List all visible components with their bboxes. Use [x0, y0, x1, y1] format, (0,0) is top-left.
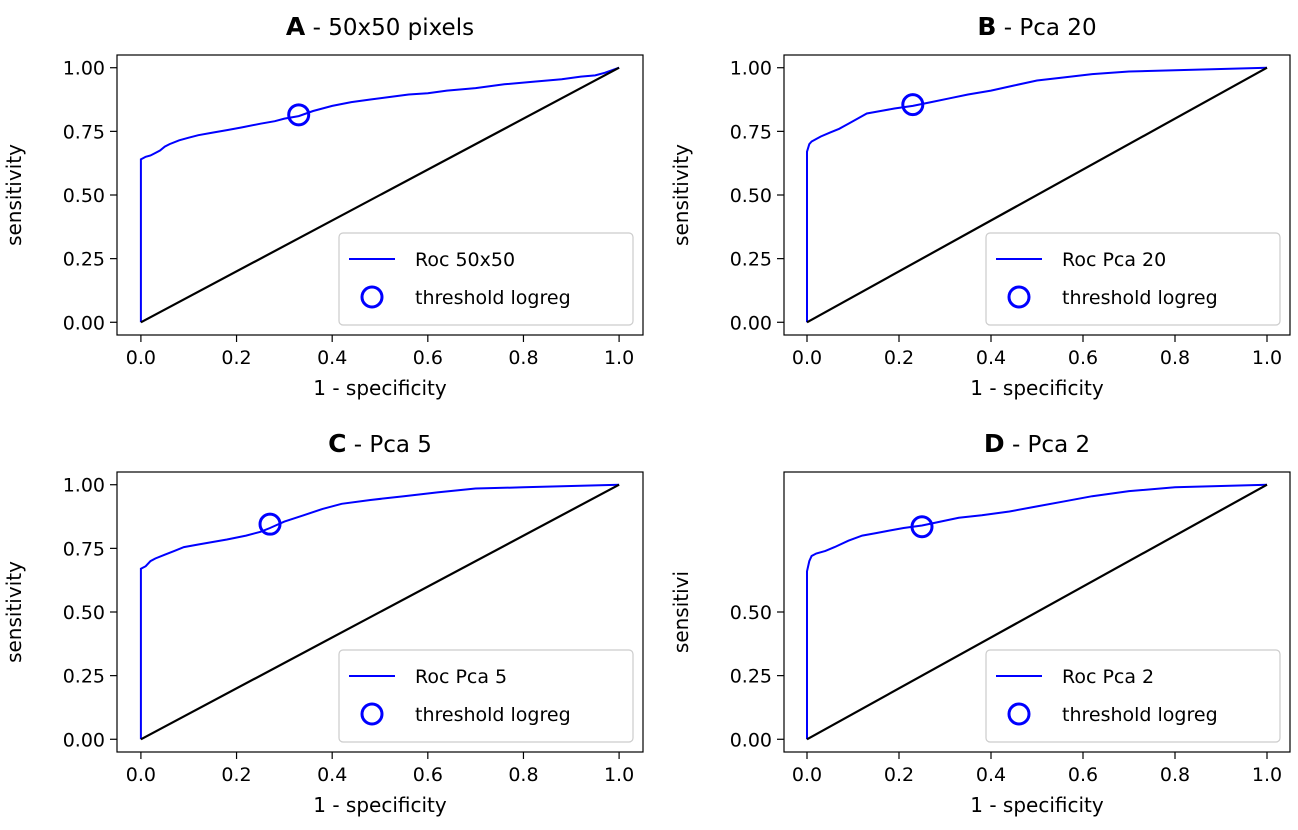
x-tick-label-b: 0.2 — [884, 347, 914, 369]
x-axis-label-a: 1 - specificity — [313, 376, 447, 400]
y-tick-label-b: 0.75 — [730, 121, 772, 143]
diagonal-line-c — [140, 483, 620, 741]
diagonal-line-b — [806, 66, 1268, 324]
x-tick-label-d: 1.0 — [1252, 764, 1282, 786]
x-tick-label-c: 0.6 — [413, 764, 443, 786]
legend-label-roc-pca-20-b: Roc Pca 20 — [1062, 249, 1166, 271]
panel-letter-b: B — [977, 12, 996, 41]
x-tick-label-c: 0.8 — [508, 764, 538, 786]
x-axis-label-d: 1 - specificity — [970, 793, 1104, 817]
x-tick-label-a: 0.4 — [317, 347, 347, 369]
threshold-marker-a — [287, 103, 311, 127]
x-tick-label-a: 0.2 — [221, 347, 251, 369]
panel-title-a: A - 50x50 pixels — [286, 12, 474, 41]
x-tick-label-c: 0.2 — [221, 764, 251, 786]
y-tick-label-a: 1.00 — [63, 58, 105, 80]
panel-b: 0.0 0.2 0.4 0.6 0.8 1.0 0.00 0.25 0.50 0.75 1.00 1 … — [669, 12, 1291, 400]
y-axis-label-b: sensitivity — [669, 144, 693, 246]
x-tick-label-c: 0.4 — [317, 764, 347, 786]
legend-box-b — [985, 232, 1281, 326]
legend-d: Roc Pca 2 threshold logreg — [985, 649, 1281, 743]
panel-title-c: C - Pca 5 — [328, 429, 432, 458]
y-tick-label-b: 0.50 — [730, 185, 772, 207]
x-tick-label-b: 0.4 — [976, 347, 1006, 369]
panel-title-text-c: - Pca 5 — [346, 432, 431, 458]
panel-letter-d: D — [984, 429, 1005, 458]
y-tick-label-c: 1.00 — [63, 475, 105, 497]
panel-a: 0.0 0.2 0.4 0.6 0.8 1.0 0.00 0.25 0.50 0.75 1.00 1 … — [2, 12, 644, 400]
x-tick-label-a: 0.0 — [126, 347, 156, 369]
y-tick-label-a: 0.00 — [63, 312, 105, 334]
x-tick-label-a: 0.6 — [413, 347, 443, 369]
legend-label-roc-50x50-a: Roc 50x50 — [415, 249, 515, 271]
x-axis-label-c: 1 - specificity — [313, 793, 447, 817]
legend-label-threshold-logreg-b: threshold logreg — [1062, 287, 1218, 309]
threshold-marker-b — [901, 93, 925, 117]
x-tick-label-d: 0.4 — [976, 764, 1006, 786]
threshold-marker-d — [910, 515, 934, 539]
panel-c: 0.0 0.2 0.4 0.6 0.8 1.0 0.00 0.25 0.50 0.75 1.00 1 … — [2, 429, 644, 817]
threshold-marker-c — [258, 512, 282, 536]
x-tick-label-a: 1.0 — [604, 347, 634, 369]
y-tick-label-d: 0.00 — [730, 729, 772, 751]
y-axis-label-c: sensitivity — [2, 561, 26, 663]
x-tick-label-d: 0.6 — [1068, 764, 1098, 786]
roc-line-c — [139, 483, 620, 740]
y-tick-label-b: 0.00 — [730, 312, 772, 334]
panel-d: 0.0 0.2 0.4 0.6 0.8 1.0 0.00 0.25 0.50 1 - specif… — [669, 429, 1291, 817]
legend-marker-swatch-b — [1007, 285, 1031, 309]
x-tick-label-b: 0.6 — [1068, 347, 1098, 369]
y-tick-label-a: 0.50 — [63, 185, 105, 207]
panel-title-b: B - Pca 20 — [977, 12, 1096, 41]
y-tick-label-d: 0.50 — [730, 602, 772, 624]
legend-box-d — [985, 649, 1281, 743]
diagonal-line-a — [140, 66, 620, 324]
legend-c: Roc Pca 5 threshold logreg — [338, 649, 634, 743]
y-tick-label-c: 0.00 — [63, 729, 105, 751]
legend-marker-swatch-a — [360, 285, 384, 309]
panel-letter-c: C — [328, 429, 346, 458]
y-tick-label-c: 0.75 — [63, 538, 105, 560]
x-tick-label-b: 0.0 — [792, 347, 822, 369]
y-tick-label-d: 0.25 — [730, 666, 772, 688]
x-tick-label-b: 1.0 — [1252, 347, 1282, 369]
panel-title-d: D - Pca 2 — [984, 429, 1090, 458]
x-tick-label-c: 1.0 — [604, 764, 634, 786]
legend-label-roc-pca-2-d: Roc Pca 2 — [1062, 666, 1154, 688]
y-tick-label-a: 0.75 — [63, 121, 105, 143]
y-tick-label-b: 1.00 — [730, 58, 772, 80]
x-tick-label-c: 0.0 — [126, 764, 156, 786]
legend-marker-swatch-c — [360, 702, 384, 726]
y-tick-label-a: 0.25 — [63, 249, 105, 271]
x-axis-label-b: 1 - specificity — [970, 376, 1104, 400]
y-tick-label-c: 0.50 — [63, 602, 105, 624]
x-tick-label-d: 0.2 — [884, 764, 914, 786]
legend-label-threshold-logreg-d: threshold logreg — [1062, 704, 1218, 726]
legend-box-a — [338, 232, 634, 326]
diagonal-line-d — [806, 483, 1268, 741]
x-tick-label-d: 0.8 — [1160, 764, 1190, 786]
panel-letter-a: A — [286, 12, 306, 41]
legend-a: Roc 50x50 threshold logreg — [338, 232, 634, 326]
panel-title-text-d: - Pca 2 — [1005, 432, 1090, 458]
legend-b: Roc Pca 20 threshold logreg — [985, 232, 1281, 326]
y-tick-label-c: 0.25 — [63, 666, 105, 688]
x-tick-label-d: 0.0 — [792, 764, 822, 786]
legend-label-roc-pca-5-c: Roc Pca 5 — [415, 666, 507, 688]
legend-label-threshold-logreg-a: threshold logreg — [415, 287, 571, 309]
legend-box-c — [338, 649, 634, 743]
panel-title-text-a: - 50x50 pixels — [305, 15, 474, 41]
roc-line-a — [139, 66, 620, 323]
x-tick-label-a: 0.8 — [508, 347, 538, 369]
panel-title-text-b: - Pca 20 — [996, 15, 1096, 41]
y-axis-label-d: sensitivi — [669, 571, 693, 653]
legend-label-threshold-logreg-c: threshold logreg — [415, 704, 571, 726]
y-axis-label-a: sensitivity — [2, 144, 26, 246]
y-tick-label-b: 0.25 — [730, 249, 772, 271]
legend-marker-swatch-d — [1007, 702, 1031, 726]
x-tick-label-b: 0.8 — [1160, 347, 1190, 369]
